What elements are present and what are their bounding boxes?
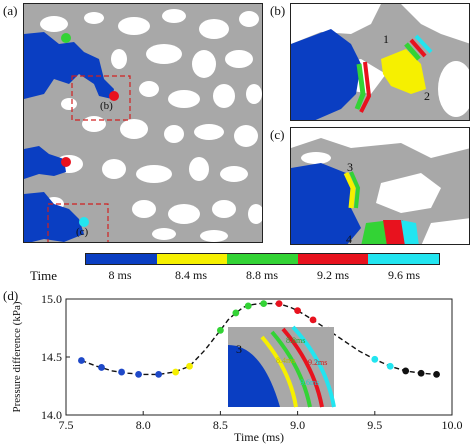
data-point <box>309 316 317 324</box>
marker-4: 4 <box>346 232 352 245</box>
data-point <box>155 371 163 378</box>
legend-swatch-3 <box>227 254 298 264</box>
x-tick-label: 8.5 <box>213 418 228 432</box>
panel-a-label: (a) <box>3 3 18 18</box>
legend-label-2: 8.4 ms <box>174 268 208 282</box>
data-point <box>98 364 105 371</box>
panel-b-label: (b) <box>270 3 286 18</box>
front-colors-a <box>61 33 119 227</box>
panel-c-zoom: 3 4 <box>290 127 470 245</box>
y-tick-label: 14.0 <box>41 408 62 422</box>
data-point <box>371 355 379 363</box>
data-point <box>260 300 268 308</box>
inset-label-4: 9.2ms <box>308 358 327 367</box>
data-point <box>433 371 440 378</box>
data-point <box>78 357 85 364</box>
inset-label-2: 8.8ms <box>286 336 305 345</box>
inset-label-3: 9.6ms <box>300 378 319 387</box>
y-tick-label: 15.0 <box>41 292 62 306</box>
data-point <box>402 367 410 375</box>
legend-label-1: 8 ms <box>108 268 132 282</box>
x-tick-label: 8.0 <box>136 418 151 432</box>
legend-swatch-1 <box>86 254 157 264</box>
data-point <box>386 362 394 370</box>
box-c-label: (c) <box>76 226 89 238</box>
panel-b-image <box>291 4 469 120</box>
data-point <box>135 371 142 378</box>
x-tick-label: 7.5 <box>59 418 74 432</box>
x-tick-label: 9.0 <box>290 418 305 432</box>
data-point <box>417 369 425 377</box>
data-point <box>244 302 252 310</box>
data-point <box>172 368 180 376</box>
dashed-box-b <box>71 75 131 121</box>
panel-c-image <box>291 128 469 244</box>
marker-2: 2 <box>424 89 430 103</box>
inset-marker-3: 3 <box>236 342 242 356</box>
legend-swatch-5 <box>368 254 439 264</box>
panel-a-image <box>24 4 262 242</box>
legend-title: Time <box>30 268 57 283</box>
legend-label-3: 8.8 ms <box>245 268 279 282</box>
legend-swatch-2 <box>156 254 228 264</box>
data-point <box>232 309 240 317</box>
marker-1: 1 <box>383 32 389 46</box>
panel-c-label: (c) <box>270 127 285 142</box>
inset-label-1: 8.4ms <box>276 356 295 365</box>
data-point <box>275 300 283 308</box>
data-point <box>294 307 301 314</box>
data-point <box>217 326 224 334</box>
box-b-label: (b) <box>100 100 113 112</box>
legend-label-4: 9.2 ms <box>316 268 350 282</box>
x-axis: 7.5 8.0 8.5 9.0 9.5 10.0 <box>59 411 463 432</box>
pore-network <box>40 9 262 242</box>
y-tick-label: 14.5 <box>41 350 62 364</box>
legend-label-5: 9.6 ms <box>387 268 421 282</box>
pressure-chart: 7.5 8.0 8.5 9.0 9.5 10.0 14.0 14.5 15.0 3 8.4ms… <box>11 292 463 444</box>
legend-swatch-4 <box>297 254 369 264</box>
y-axis: 14.0 14.5 15.0 <box>41 292 70 422</box>
x-axis-label: Time (ms) <box>234 430 284 444</box>
panel-d-label: (d) <box>3 288 19 303</box>
panel-b-zoom: 1 2 <box>290 3 470 121</box>
invading-fluid <box>24 32 114 242</box>
inset-image <box>228 325 336 408</box>
x-tick-label: 9.5 <box>367 418 382 432</box>
marker-3: 3 <box>347 160 353 174</box>
data-point <box>118 368 125 376</box>
panel-a-micromodel: (b) (c) <box>23 3 263 243</box>
x-tick-label: 10.0 <box>442 418 463 432</box>
y-axis-label: Pressure difference (kPa) <box>11 301 23 412</box>
dashed-box-c <box>47 203 109 242</box>
legend-colorbar <box>85 253 440 265</box>
data-point <box>186 362 193 370</box>
pressure-curve <box>81 302 437 376</box>
